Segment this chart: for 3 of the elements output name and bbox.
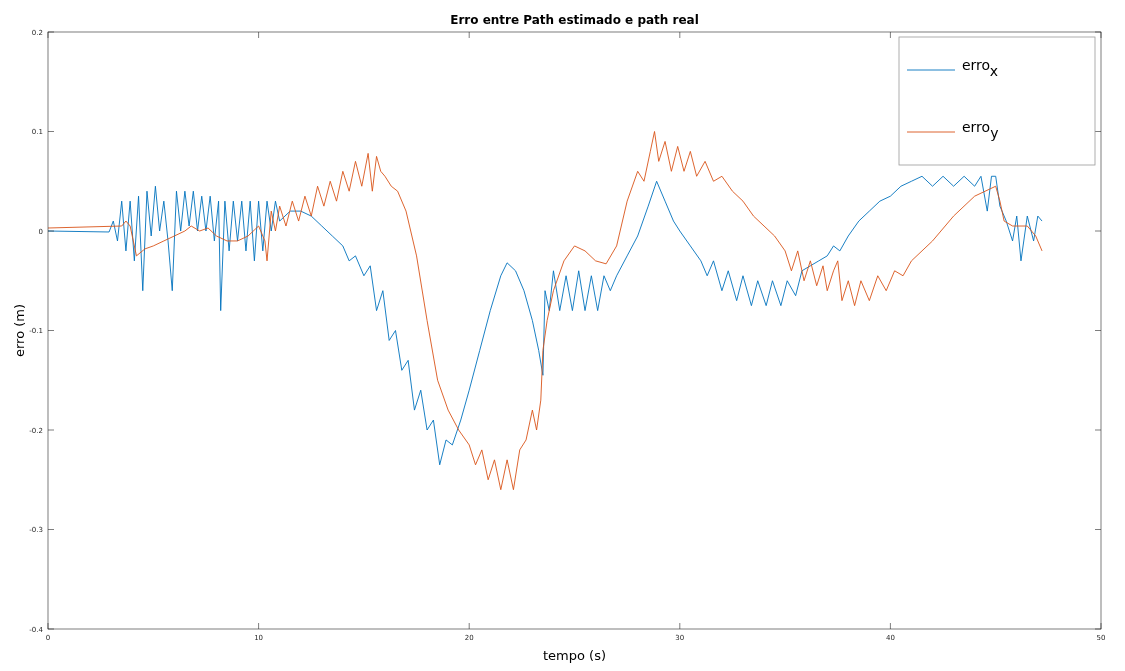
- x-axis-title: tempo (s): [542, 648, 607, 663]
- y-axis-title: erro (m): [12, 303, 27, 358]
- chart-title: Erro entre Path estimado e path real: [450, 13, 699, 27]
